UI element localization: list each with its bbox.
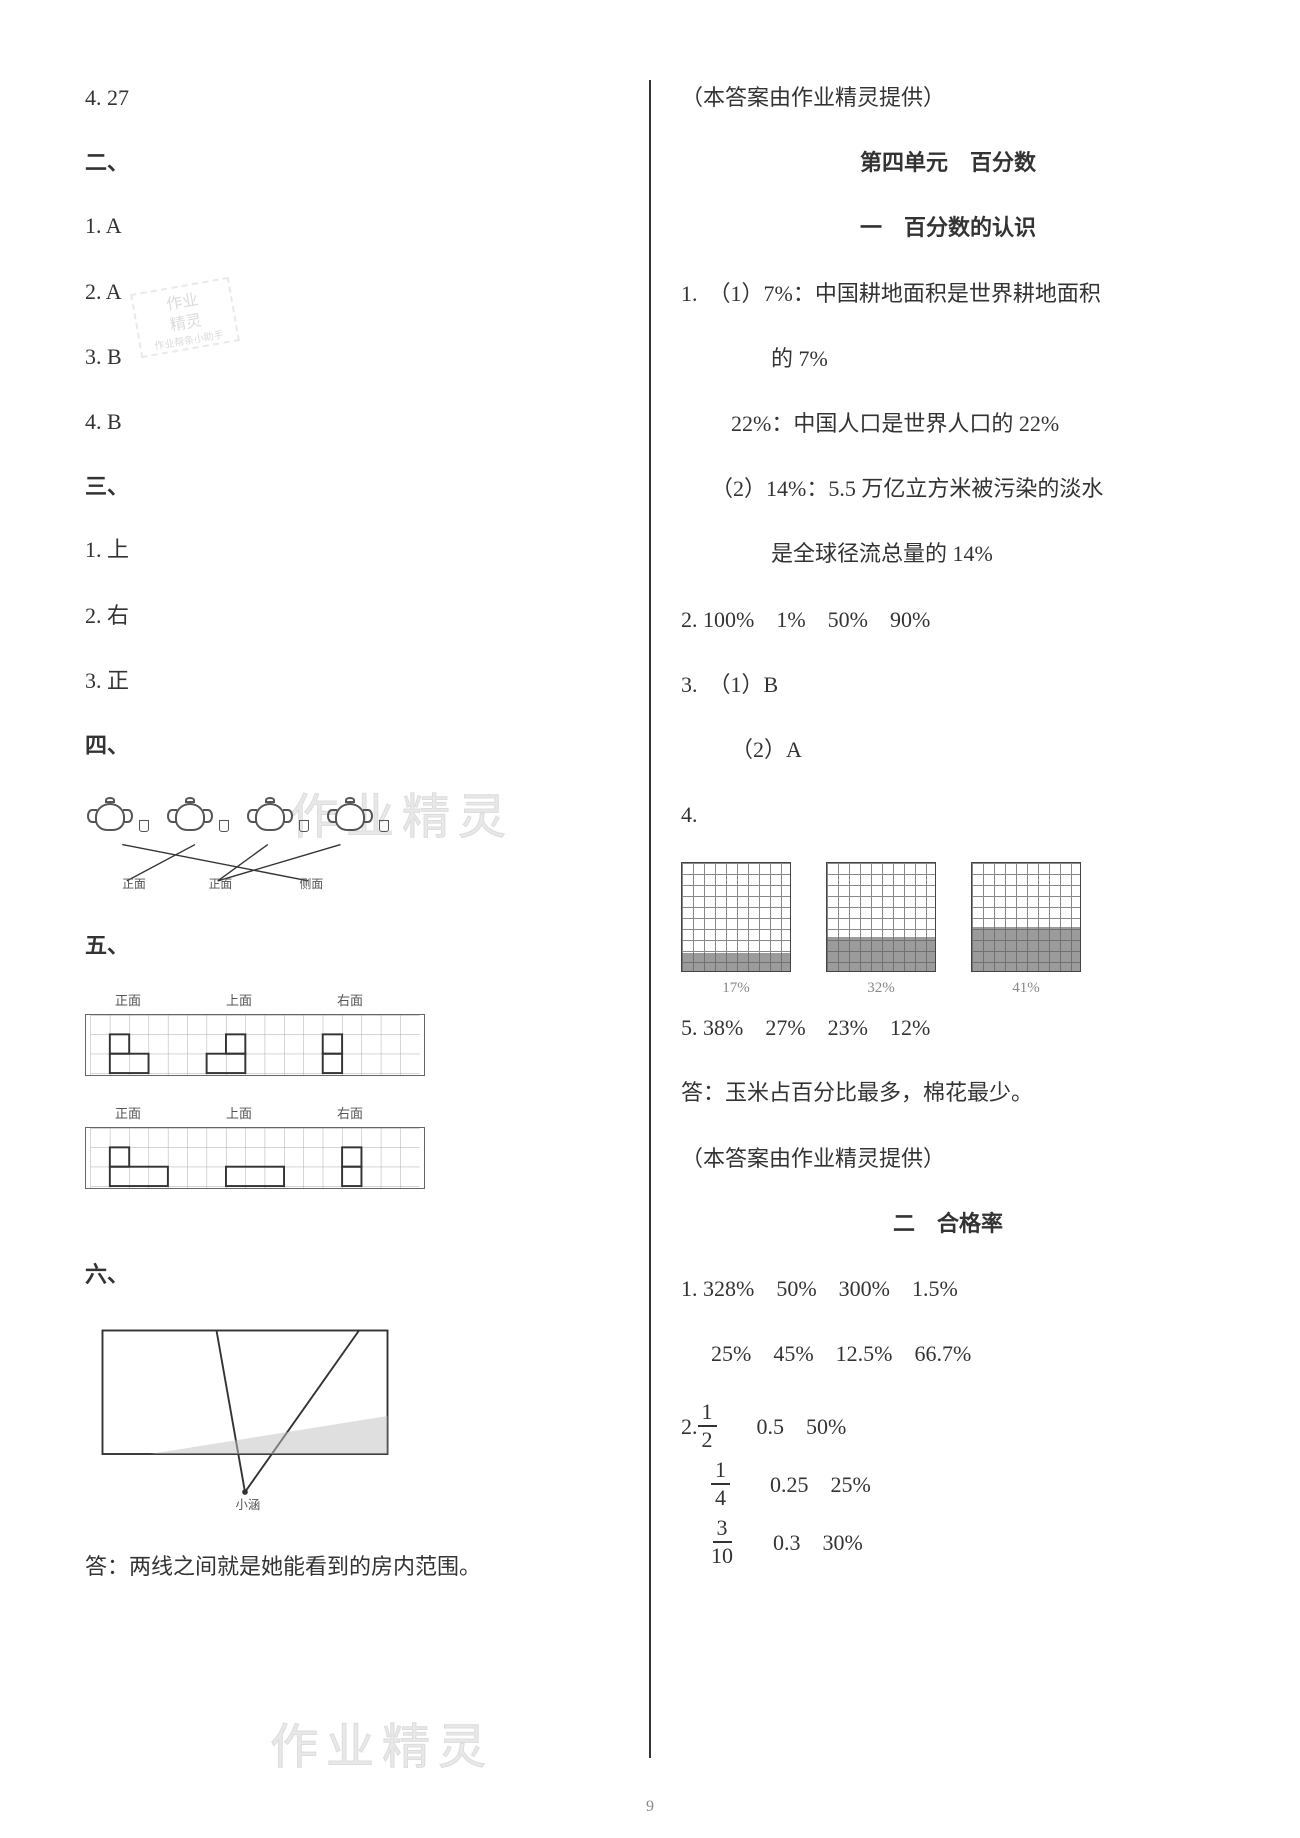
grid-labels: 正面 上面 右面 <box>85 1104 619 1125</box>
text-line: 是全球径流总量的 14% <box>681 536 1215 571</box>
pct-grid-item: 41% <box>971 862 1081 1000</box>
frac-rest: 0.5 50% <box>735 1409 847 1444</box>
fraction: 3 10 <box>711 1517 733 1567</box>
page-number: 9 <box>646 1794 654 1820</box>
numerator: 1 <box>698 1401 717 1427</box>
watermark-text: 作业精灵 <box>290 780 514 857</box>
text-line: 25% 45% 12.5% 66.7% <box>681 1336 1215 1371</box>
numerator: 3 <box>713 1517 732 1543</box>
page-container: 4. 27 二、 作业 精灵 作业帮条小助手 1. A 2. A 3. B 4.… <box>60 80 1240 1798</box>
denominator: 2 <box>702 1427 713 1451</box>
section-2-header: 二、 <box>85 145 619 180</box>
grid-view-2: 正面 上面 右面 <box>85 1104 619 1199</box>
section-4-header: 四、 <box>85 728 619 763</box>
watermark-text: 作业精灵 <box>270 1710 494 1787</box>
teapot-icon <box>165 791 215 836</box>
prefix: 2. <box>681 1409 698 1444</box>
pct-fill <box>827 937 935 972</box>
numerator: 1 <box>711 1459 730 1485</box>
pct-label: 41% <box>971 976 1081 1000</box>
text-line: 2. 100% 1% 50% 90% <box>681 602 1215 637</box>
grid-view-1: 正面 上面 右面 <box>85 991 619 1086</box>
view-label: 右面 <box>337 991 363 1012</box>
svg-text:侧面: 侧面 <box>300 877 324 890</box>
credit-line: （本答案由作业精灵提供） <box>681 80 1215 115</box>
pct-fill <box>972 927 1080 971</box>
pct-label: 17% <box>681 976 791 1000</box>
text-line: 4. 27 <box>85 80 619 115</box>
house-figure: 小涵 <box>85 1321 619 1521</box>
text-line: 1. 上 <box>85 532 619 567</box>
view-label: 右面 <box>337 1104 363 1125</box>
house-svg: 小涵 <box>85 1321 405 1511</box>
frac-rest: 0.3 30% <box>751 1525 863 1560</box>
column-divider <box>649 80 651 1758</box>
right-column: （本答案由作业精灵提供） 第四单元 百分数 一 百分数的认识 1. （1）7%：… <box>656 80 1240 1798</box>
text-line: 4. <box>681 797 1215 832</box>
pct-grid <box>971 862 1081 972</box>
text-line: 22%：中国人口是世界人口的 22% <box>681 406 1215 441</box>
grid-labels: 正面 上面 右面 <box>85 991 619 1012</box>
text-line: （2）A <box>681 732 1215 767</box>
svg-text:小涵: 小涵 <box>236 1498 261 1511</box>
svg-text:正面: 正面 <box>122 877 146 890</box>
text-line: 的 7% <box>681 341 1215 376</box>
teapot-icon <box>325 791 375 836</box>
denominator: 4 <box>715 1485 726 1509</box>
sub-title: 二 合格率 <box>681 1206 1215 1241</box>
teapot-icon <box>245 791 295 836</box>
text-line: 2. 右 <box>85 598 619 633</box>
frac-row: 1 4 0.25 25% <box>681 1459 1215 1509</box>
teapot-icon <box>85 791 135 836</box>
pct-grid-item: 17% <box>681 862 791 1000</box>
text-line: （2）14%：5.5 万亿立方米被污染的淡水 <box>681 471 1215 506</box>
pct-grid-item: 32% <box>826 862 936 1000</box>
section-3-header: 三、 <box>85 469 619 504</box>
grid-svg <box>85 1014 425 1076</box>
sub-title: 一 百分数的认识 <box>681 210 1215 245</box>
pct-label: 32% <box>826 976 936 1000</box>
answer-line: 答：两线之间就是她能看到的房内范围。 <box>85 1549 619 1584</box>
svg-text:正面: 正面 <box>209 877 233 890</box>
fraction: 1 4 <box>711 1459 730 1509</box>
text-line: 5. 38% 27% 23% 12% <box>681 1010 1215 1045</box>
text-line: 3. 正 <box>85 663 619 698</box>
teapot-row <box>85 791 619 836</box>
denominator: 10 <box>711 1543 733 1567</box>
text-line: 1. A <box>85 208 619 243</box>
view-label: 上面 <box>226 991 252 1012</box>
text-line: 3. （1）B <box>681 667 1215 702</box>
frac-row: 3 10 0.3 30% <box>681 1517 1215 1567</box>
view-label: 上面 <box>226 1104 252 1125</box>
text-line: 4. B <box>85 404 619 439</box>
frac-rest: 0.25 25% <box>748 1467 871 1502</box>
credit-line: （本答案由作业精灵提供） <box>681 1141 1215 1176</box>
pct-grid <box>681 862 791 972</box>
left-column: 4. 27 二、 作业 精灵 作业帮条小助手 1. A 2. A 3. B 4.… <box>60 80 644 1798</box>
pct-grids: 17% 32% 41% <box>681 862 1215 1000</box>
pct-grid <box>826 862 936 972</box>
unit-title: 第四单元 百分数 <box>681 145 1215 180</box>
pct-fill <box>682 953 790 971</box>
fraction: 1 2 <box>698 1401 717 1451</box>
text-line: 1. （1）7%：中国耕地面积是世界耕地面积 <box>681 276 1215 311</box>
text-line: 1. 328% 50% 300% 1.5% <box>681 1271 1215 1306</box>
frac-row: 2. 1 2 0.5 50% <box>681 1401 1215 1451</box>
grid-svg <box>85 1127 425 1189</box>
view-label: 正面 <box>115 991 141 1012</box>
section-6-header: 六、 <box>85 1257 619 1292</box>
section-5-header: 五、 <box>85 928 619 963</box>
view-label: 正面 <box>115 1104 141 1125</box>
answer-line: 答：玉米占百分比最多，棉花最少。 <box>681 1075 1215 1110</box>
